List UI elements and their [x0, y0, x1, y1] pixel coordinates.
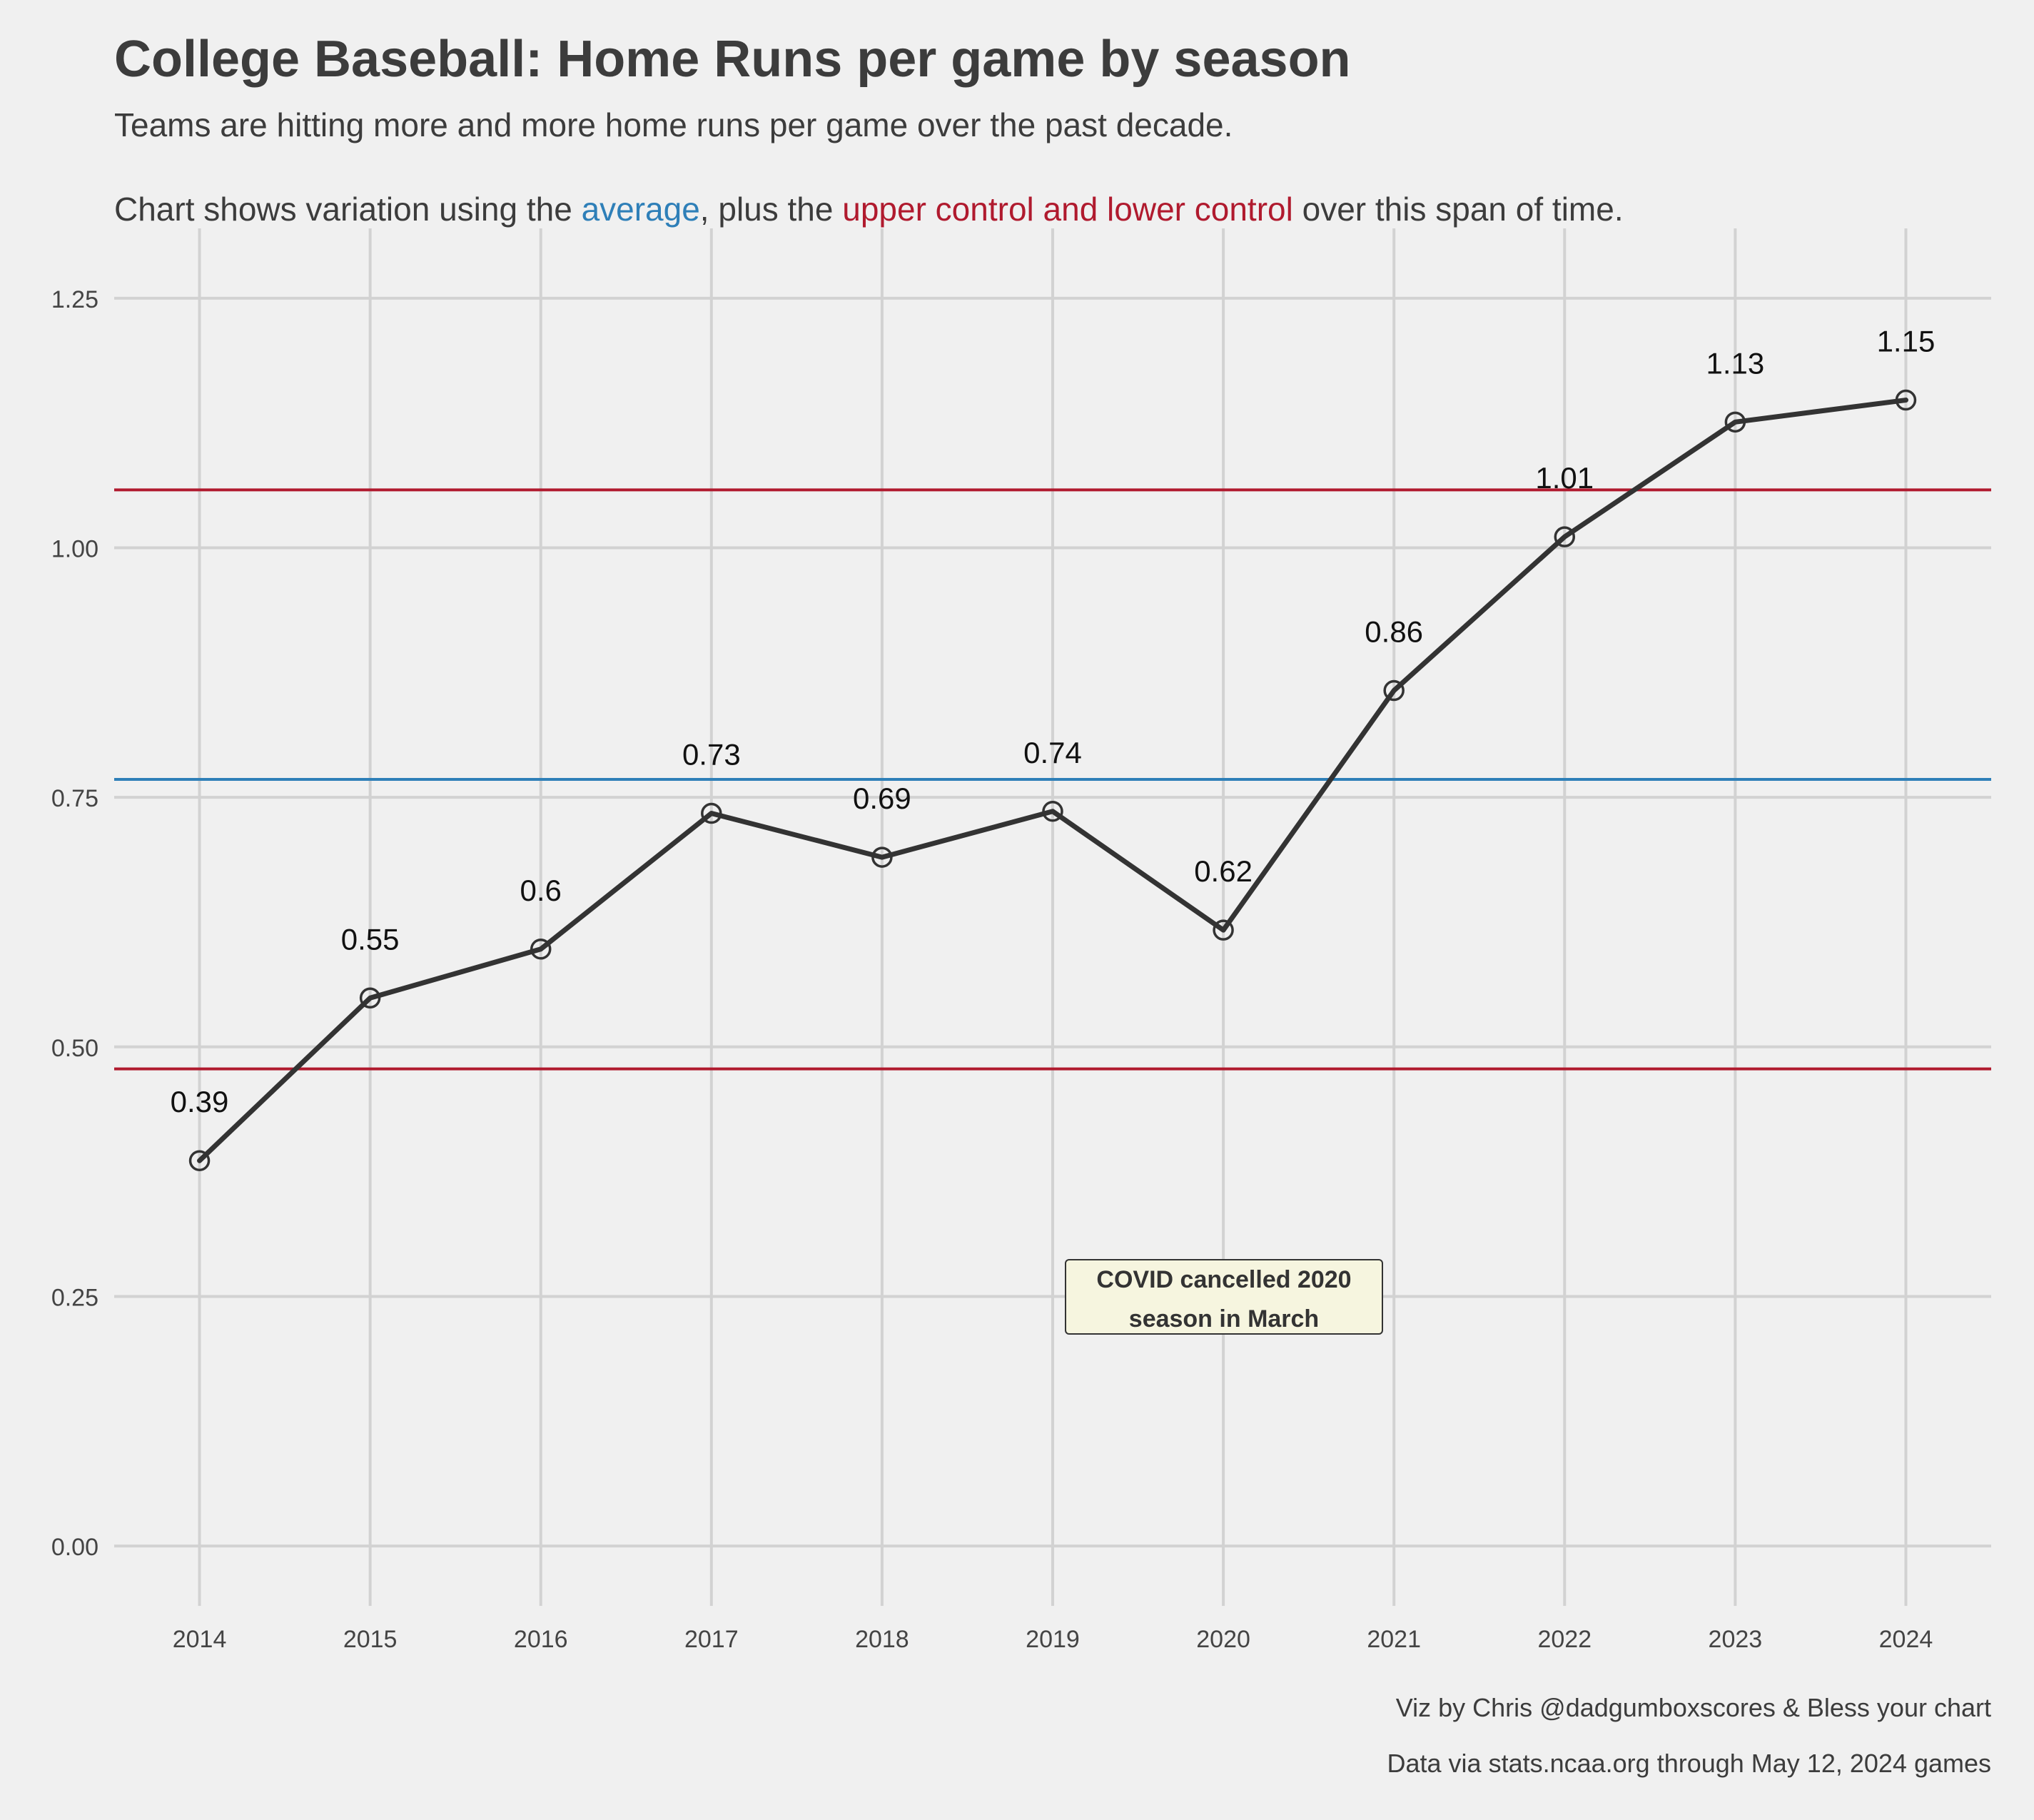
data-label: 0.6: [520, 874, 562, 907]
y-tick-label: 1.25: [51, 286, 98, 313]
x-tick-label: 2017: [684, 1626, 739, 1653]
series-line: [197, 398, 1908, 1163]
x-tick-label: 2023: [1709, 1626, 1763, 1653]
data-point: [1213, 919, 1234, 941]
y-tick-label: 0.00: [51, 1534, 98, 1561]
subtitle-text-post: over this span of time.: [1292, 191, 1624, 228]
data-point: [1724, 411, 1746, 433]
data-label: 1.01: [1535, 461, 1594, 495]
data-label: 0.55: [341, 922, 400, 956]
y-tick-label: 0.75: [51, 785, 98, 812]
subtitle-text-pre: Chart shows variation using the: [114, 191, 582, 228]
x-tick-label: 2020: [1196, 1626, 1250, 1653]
data-point: [530, 939, 552, 960]
data-point: [701, 802, 722, 824]
data-label: 1.13: [1706, 346, 1764, 380]
data-label: 0.86: [1365, 615, 1423, 649]
y-tick-label: 0.50: [51, 1035, 98, 1062]
data-label: 1.15: [1877, 325, 1936, 358]
chart-title: College Baseball: Home Runs per game by …: [114, 31, 1351, 88]
subtitle-control-highlight: upper control and lower control: [842, 191, 1293, 228]
data-point: [359, 987, 381, 1009]
chart-subtitle-line2: Chart shows variation using the average,…: [114, 190, 1624, 228]
data-point: [1895, 389, 1917, 411]
chart-subtitle-line1: Teams are hitting more and more home run…: [114, 106, 1233, 143]
x-tick-label: 2021: [1367, 1626, 1421, 1653]
data-label: 0.74: [1023, 736, 1082, 769]
data-point: [1554, 526, 1576, 547]
data-label: 0.62: [1194, 854, 1253, 888]
credit-caption: Viz by Chris @dadgumboxscores & Bless yo…: [1395, 1693, 1991, 1722]
data-point: [871, 846, 893, 868]
data-point: [1042, 801, 1063, 822]
data-label: 0.39: [171, 1085, 229, 1118]
x-tick-label: 2014: [173, 1626, 227, 1653]
x-tick-label: 2018: [855, 1626, 909, 1653]
annotation-line2: season in March: [1128, 1305, 1320, 1333]
x-tick-label: 2015: [343, 1626, 398, 1653]
covid-annotation: COVID cancelled 2020 season in March: [1065, 1259, 1383, 1335]
annotation-line1: COVID cancelled 2020: [1096, 1266, 1352, 1293]
line-chart: 0.00 0.25 0.50 0.75 1.00 1.25 2014 2015 2016 2017…: [51, 228, 1991, 1653]
data-label: 0.73: [682, 738, 741, 772]
source-caption: Data via stats.ncaa.org through May 12, …: [1387, 1749, 1992, 1778]
x-tick-label: 2019: [1026, 1626, 1080, 1653]
x-tick-label: 2024: [1879, 1626, 1933, 1653]
data-point: [188, 1150, 211, 1171]
data-label: 0.69: [853, 782, 911, 815]
data-point: [1383, 679, 1405, 702]
subtitle-average-highlight: average: [581, 191, 700, 228]
x-tick-label: 2022: [1537, 1626, 1592, 1653]
x-tick-label: 2016: [514, 1626, 568, 1653]
y-tick-label: 0.25: [51, 1284, 98, 1311]
y-tick-label: 1.00: [51, 536, 98, 563]
subtitle-text-mid: , plus the: [699, 191, 843, 228]
